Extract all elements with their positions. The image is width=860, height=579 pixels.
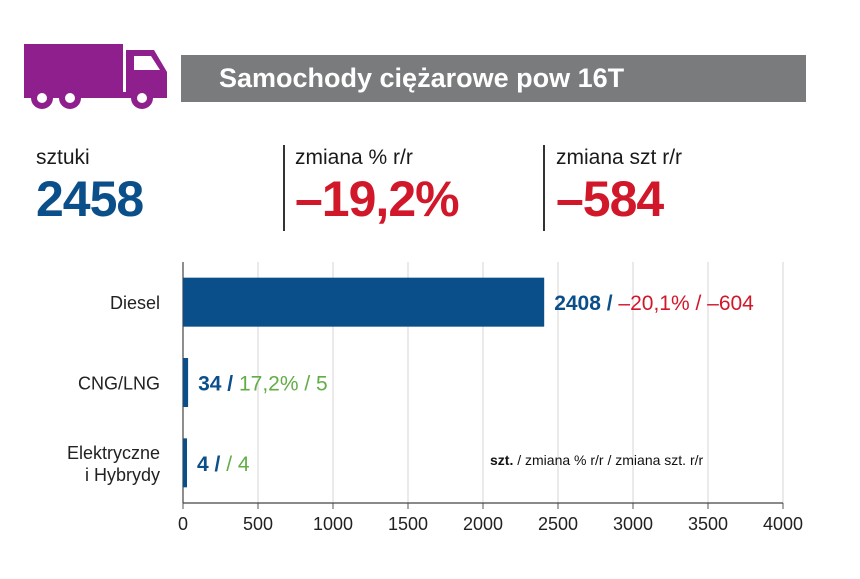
stat-units-label: sztuki — [36, 146, 90, 169]
category-label-line: i Hybrydy — [85, 465, 160, 485]
stat-pct-change-label: zmiana % r/r — [295, 146, 413, 169]
data-label: 2408 / –20,1% / –604 — [554, 292, 754, 315]
stat-units-change-label: zmiana szt r/r — [556, 146, 683, 169]
stat-units-change: zmiana szt r/r –584 — [556, 145, 682, 227]
data-label-change-units: –604 — [701, 292, 754, 315]
category-label: Diesel — [110, 293, 160, 313]
bar — [183, 358, 189, 407]
x-tick-label: 1500 — [388, 514, 428, 534]
x-tick-label: 4000 — [763, 514, 803, 534]
x-tick-label: 1000 — [313, 514, 353, 534]
data-label-count: 4 / — [197, 453, 221, 476]
data-label-change-pct: –20,1% / — [613, 292, 702, 315]
stat-units-change-value: –584 — [556, 171, 664, 227]
stat-divider — [543, 145, 545, 231]
stat-pct-change: zmiana % r/r –19,2% — [295, 145, 460, 227]
x-tick-label: 2000 — [463, 514, 503, 534]
stat-divider — [283, 145, 285, 231]
data-label-change-pct: / — [220, 453, 232, 476]
stat-units: sztuki 2458 — [36, 145, 144, 227]
x-tick-label: 500 — [243, 514, 273, 534]
category-label: CNG/LNG — [78, 374, 160, 394]
stat-units-value: 2458 — [36, 171, 144, 227]
chart-caption-bold: szt. — [490, 452, 514, 468]
x-tick-label: 2500 — [538, 514, 578, 534]
x-tick-label: 3000 — [613, 514, 653, 534]
data-label: 4 / / 4 — [197, 453, 250, 476]
truck-icon — [24, 44, 167, 109]
data-label-change-units: 5 — [310, 373, 328, 396]
page-title: Samochody ciężarowe pow 16T — [181, 55, 806, 102]
x-tick-label: 0 — [178, 514, 188, 534]
data-label-count: 2408 / — [554, 292, 613, 315]
category-label-line: CNG/LNG — [78, 374, 160, 394]
data-label-change-units: 4 — [232, 453, 250, 476]
data-label-change-pct: 17,2% / — [233, 373, 310, 396]
data-label: 34 / 17,2% / 5 — [198, 373, 328, 396]
data-label-count: 34 / — [198, 373, 233, 396]
category-label-line: Diesel — [110, 293, 160, 313]
x-tick-label: 3500 — [688, 514, 728, 534]
chart-caption: szt. / zmiana % r/r / zmiana szt. r/r — [490, 452, 703, 468]
category-label-line: Elektryczne — [67, 443, 160, 463]
chart-caption-rest: / zmiana % r/r / zmiana szt. r/r — [513, 452, 704, 468]
bar — [183, 438, 187, 488]
bar — [183, 277, 545, 327]
category-label: Elektryczne i Hybrydy — [67, 443, 160, 485]
stat-pct-change-value: –19,2% — [295, 171, 460, 227]
bar-chart: 0 500 1000 1500 2000 2500 3000 3500 4000 Diesel 24… — [67, 262, 803, 534]
